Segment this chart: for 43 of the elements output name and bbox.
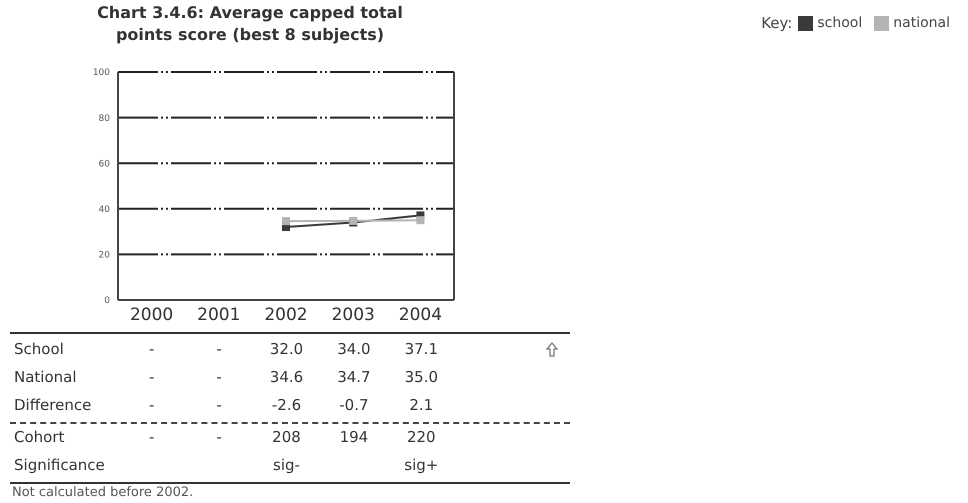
text: 220 — [406, 428, 437, 446]
data-label: 34.6 — [268, 368, 304, 386]
y-tick-label: 100 — [92, 68, 110, 78]
data-label: 34.7 — [336, 368, 372, 386]
legend-label: national — [893, 15, 950, 31]
data-label: 32.0 — [268, 340, 304, 358]
text: 2.1 — [408, 396, 434, 414]
text: - — [216, 340, 222, 358]
text: - — [148, 368, 154, 386]
text: sig- — [272, 456, 301, 474]
text: Significance — [14, 456, 106, 474]
x-tick-label: 2000 — [130, 305, 174, 326]
text: -2.6 — [270, 396, 302, 414]
y-tick-label: 60 — [98, 159, 110, 170]
data-label: 37.1 — [404, 340, 439, 358]
text: - — [148, 428, 156, 446]
text: -0.7 — [338, 396, 370, 414]
text: Cohort — [14, 428, 64, 446]
y-tick-label: 80 — [98, 114, 110, 124]
chart-title: Chart 3.4.6: Average capped total points score (best 8 subjects) — [96, 2, 404, 46]
text: sig+ — [403, 456, 440, 474]
legend-title: Key: — [761, 14, 792, 32]
text: - — [148, 340, 154, 358]
data-label: 35.0 — [404, 368, 439, 386]
text: Not calculated before 2002. — [12, 485, 194, 500]
y-tick-label: 20 — [98, 250, 110, 261]
x-tick-label: 2001 — [197, 305, 240, 326]
x-tick-label: 2003 — [332, 305, 375, 326]
text: Difference — [14, 396, 92, 414]
text: - — [216, 368, 222, 386]
x-tick-label: 2004 — [398, 305, 442, 326]
legend-label: school — [817, 15, 862, 31]
data-label: 34.0 — [336, 340, 372, 358]
y-tick-label: 0 — [104, 296, 110, 306]
text: - — [215, 396, 223, 414]
text: - — [215, 428, 223, 446]
x-tick-label: 2002 — [264, 305, 308, 326]
text: National — [14, 368, 77, 386]
text: 208 — [271, 428, 302, 446]
text: - — [148, 396, 156, 414]
text: School — [14, 340, 64, 358]
text: 194 — [338, 428, 370, 446]
y-tick-label: 40 — [98, 204, 110, 215]
